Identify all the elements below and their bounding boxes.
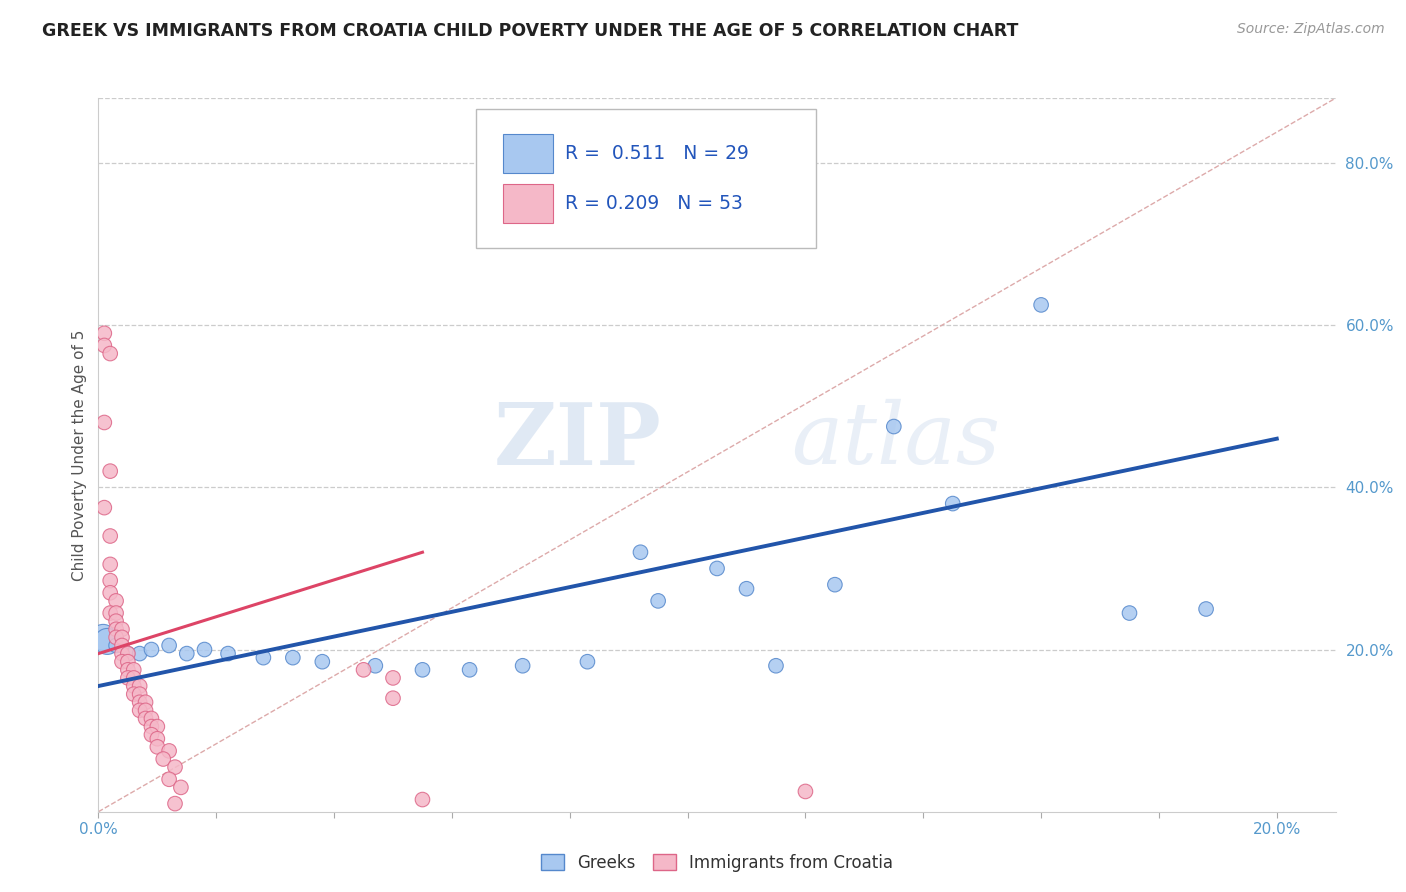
Point	[111, 639, 134, 653]
Point	[942, 497, 965, 511]
Point	[98, 464, 121, 478]
FancyBboxPatch shape	[503, 134, 553, 173]
Point	[141, 642, 163, 657]
Point	[883, 419, 905, 434]
Text: R =  0.511   N = 29: R = 0.511 N = 29	[565, 145, 749, 163]
Point	[512, 658, 534, 673]
Point	[157, 772, 180, 787]
Legend: Greeks, Immigrants from Croatia: Greeks, Immigrants from Croatia	[534, 847, 900, 879]
Point	[647, 594, 669, 608]
Point	[146, 731, 169, 746]
Point	[630, 545, 652, 559]
Point	[706, 561, 728, 575]
Point	[111, 655, 134, 669]
Point	[141, 711, 163, 725]
FancyBboxPatch shape	[503, 184, 553, 223]
Point	[117, 663, 139, 677]
Text: R = 0.209   N = 53: R = 0.209 N = 53	[565, 194, 742, 213]
Point	[141, 728, 163, 742]
Point	[105, 606, 128, 620]
Point	[122, 663, 145, 677]
Point	[117, 647, 139, 661]
Point	[382, 691, 405, 706]
Point	[163, 797, 186, 811]
Point	[105, 631, 128, 645]
Point	[176, 647, 198, 661]
Point	[1195, 602, 1218, 616]
Point	[163, 760, 186, 774]
Point	[98, 574, 121, 588]
Point	[311, 655, 333, 669]
Point	[93, 326, 115, 341]
Point	[170, 780, 193, 795]
Point	[146, 720, 169, 734]
Point	[128, 687, 150, 701]
Point	[146, 739, 169, 754]
Text: Source: ZipAtlas.com: Source: ZipAtlas.com	[1237, 22, 1385, 37]
Point	[157, 744, 180, 758]
Text: atlas: atlas	[792, 400, 1001, 482]
Point	[281, 650, 304, 665]
Point	[93, 338, 115, 352]
Point	[98, 346, 121, 360]
Point	[152, 752, 174, 766]
Y-axis label: Child Poverty Under the Age of 5: Child Poverty Under the Age of 5	[72, 329, 87, 581]
Point	[96, 634, 118, 648]
Point	[93, 500, 115, 515]
Point	[122, 679, 145, 693]
Point	[111, 622, 134, 636]
Point	[1118, 606, 1140, 620]
Point	[135, 695, 157, 709]
Point	[252, 650, 274, 665]
Point	[105, 639, 128, 653]
Point	[1029, 298, 1052, 312]
Point	[98, 558, 121, 572]
Point	[141, 720, 163, 734]
Point	[353, 663, 375, 677]
Point	[128, 703, 150, 717]
Point	[117, 655, 139, 669]
Point	[91, 631, 114, 645]
Point	[576, 655, 599, 669]
Point	[128, 647, 150, 661]
Point	[411, 663, 433, 677]
Point	[364, 658, 387, 673]
Point	[98, 606, 121, 620]
Point	[98, 586, 121, 600]
Point	[122, 687, 145, 701]
Point	[135, 703, 157, 717]
Text: ZIP: ZIP	[494, 399, 661, 483]
Point	[765, 658, 787, 673]
Point	[794, 784, 817, 798]
Point	[105, 622, 128, 636]
Point	[458, 663, 481, 677]
Point	[128, 679, 150, 693]
Point	[193, 642, 215, 657]
Point	[105, 614, 128, 628]
Point	[411, 792, 433, 806]
Point	[105, 594, 128, 608]
Point	[135, 711, 157, 725]
Point	[382, 671, 405, 685]
Point	[117, 671, 139, 685]
Point	[111, 631, 134, 645]
Point	[117, 647, 139, 661]
Point	[98, 529, 121, 543]
Point	[735, 582, 758, 596]
FancyBboxPatch shape	[475, 109, 815, 248]
Point	[217, 647, 239, 661]
Point	[122, 671, 145, 685]
Point	[93, 416, 115, 430]
Point	[128, 695, 150, 709]
Point	[824, 577, 846, 591]
Text: GREEK VS IMMIGRANTS FROM CROATIA CHILD POVERTY UNDER THE AGE OF 5 CORRELATION CH: GREEK VS IMMIGRANTS FROM CROATIA CHILD P…	[42, 22, 1018, 40]
Point	[111, 647, 134, 661]
Point	[157, 639, 180, 653]
